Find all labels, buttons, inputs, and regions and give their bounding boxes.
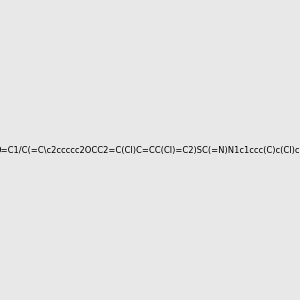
Text: O=C1/C(=C\c2ccccc2OCC2=C(Cl)C=CC(Cl)=C2)SC(=N)N1c1ccc(C)c(Cl)c1: O=C1/C(=C\c2ccccc2OCC2=C(Cl)C=CC(Cl)=C2)…: [0, 146, 300, 154]
